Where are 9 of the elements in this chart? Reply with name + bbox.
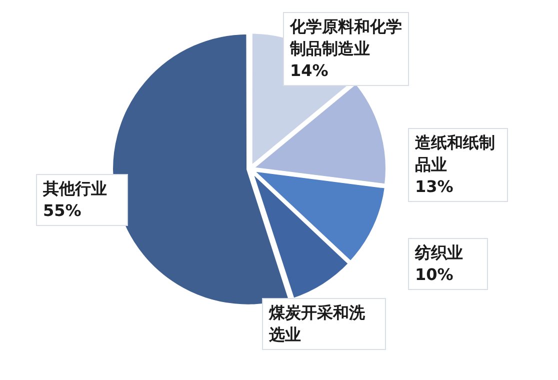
slice-label: 其他行业 — [43, 178, 108, 200]
slice-label: 造纸和纸制品业 — [415, 132, 496, 176]
slice-label: 化学原料和化学制品制造业 — [290, 16, 402, 60]
slice-label: 纺织业 — [415, 242, 464, 264]
data-label: 13% — [415, 176, 454, 198]
slice-label: 煤炭开采和洗选业 — [269, 302, 366, 346]
data-label: 10% — [415, 264, 454, 286]
data-label: 14% — [290, 60, 330, 82]
data-label: 55% — [43, 200, 82, 222]
